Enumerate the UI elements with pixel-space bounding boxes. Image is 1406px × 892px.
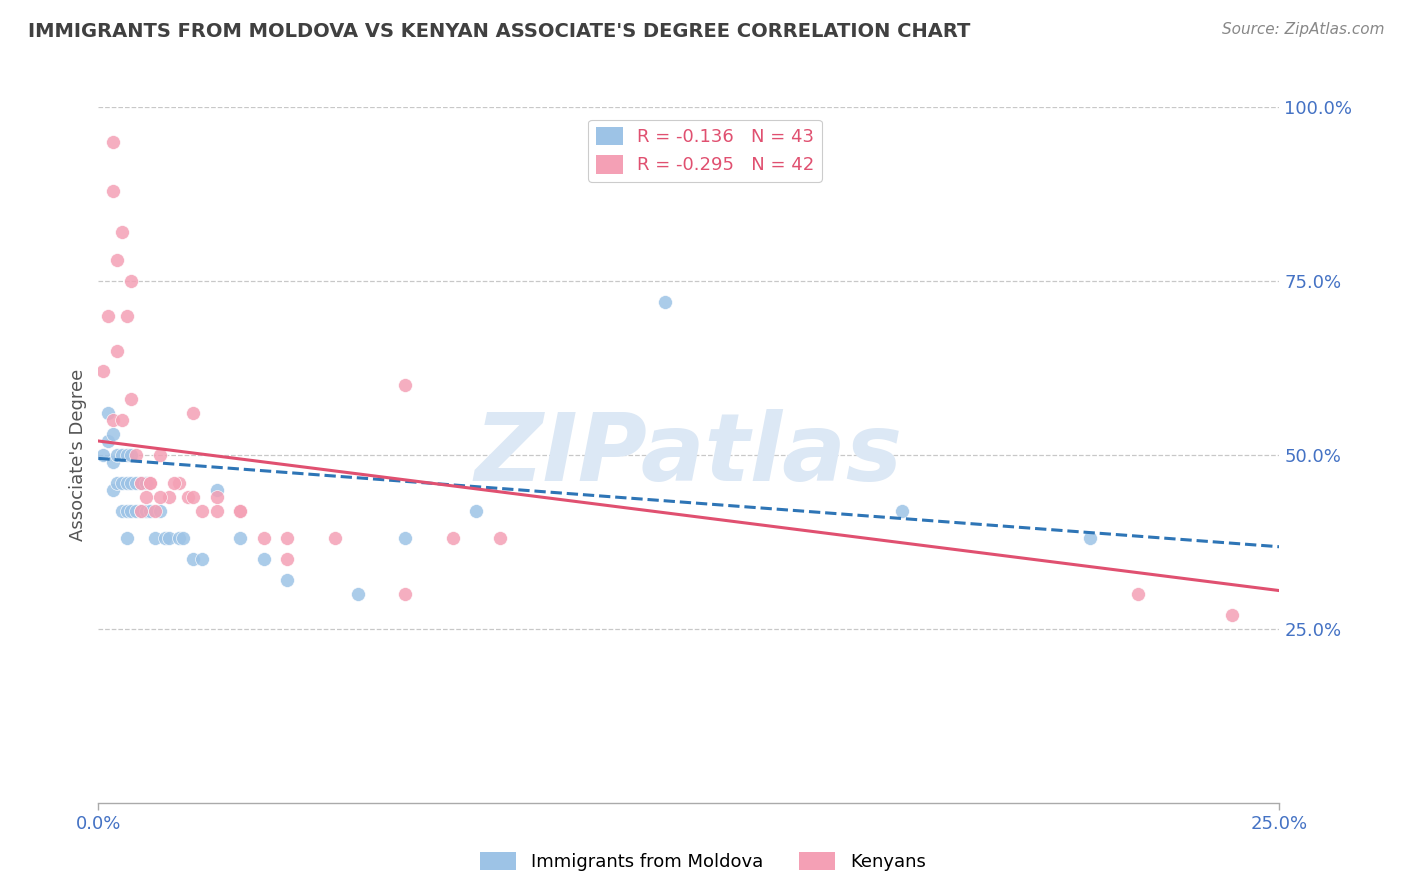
Point <box>111 448 134 462</box>
Point <box>157 490 180 504</box>
Point <box>139 503 162 517</box>
Point <box>91 364 114 378</box>
Point <box>1220 607 1243 622</box>
Point <box>91 448 114 462</box>
Point <box>105 343 128 358</box>
Point <box>1126 587 1149 601</box>
Point <box>101 483 124 497</box>
Point <box>347 587 370 601</box>
Point <box>101 135 124 149</box>
Point <box>181 406 204 420</box>
Point <box>394 378 416 392</box>
Point <box>157 532 180 546</box>
Point <box>163 475 186 490</box>
Point <box>129 475 152 490</box>
Point <box>441 532 464 546</box>
Point <box>121 503 143 517</box>
Point <box>129 475 152 490</box>
Point <box>465 503 488 517</box>
Point <box>167 532 190 546</box>
Point <box>229 503 252 517</box>
Point <box>149 503 172 517</box>
Point <box>101 427 124 442</box>
Point <box>394 587 416 601</box>
Point <box>97 406 120 420</box>
Point <box>205 503 228 517</box>
Point <box>135 490 157 504</box>
Point <box>101 413 124 427</box>
Point <box>129 503 152 517</box>
Legend: R = -0.136   N = 43, R = -0.295   N = 42: R = -0.136 N = 43, R = -0.295 N = 42 <box>589 120 821 182</box>
Point <box>121 274 143 288</box>
Point <box>143 503 166 517</box>
Point <box>105 475 128 490</box>
Point <box>139 475 162 490</box>
Point <box>121 475 143 490</box>
Legend: Immigrants from Moldova, Kenyans: Immigrants from Moldova, Kenyans <box>472 845 934 879</box>
Point <box>489 532 512 546</box>
Y-axis label: Associate's Degree: Associate's Degree <box>69 368 87 541</box>
Point <box>115 309 138 323</box>
Point <box>125 503 148 517</box>
Point <box>253 552 276 566</box>
Point <box>890 503 912 517</box>
Point <box>654 294 676 309</box>
Point <box>276 573 298 587</box>
Point <box>101 184 124 198</box>
Point <box>205 483 228 497</box>
Point <box>129 503 152 517</box>
Text: ZIPatlas: ZIPatlas <box>475 409 903 501</box>
Point <box>191 552 214 566</box>
Point <box>276 532 298 546</box>
Point <box>105 448 128 462</box>
Point <box>276 552 298 566</box>
Point <box>111 413 134 427</box>
Text: IMMIGRANTS FROM MOLDOVA VS KENYAN ASSOCIATE'S DEGREE CORRELATION CHART: IMMIGRANTS FROM MOLDOVA VS KENYAN ASSOCI… <box>28 22 970 41</box>
Point <box>121 448 143 462</box>
Point <box>115 475 138 490</box>
Point <box>143 532 166 546</box>
Point <box>121 392 143 407</box>
Point <box>97 309 120 323</box>
Point <box>101 455 124 469</box>
Point <box>135 475 157 490</box>
Point <box>205 490 228 504</box>
Text: Source: ZipAtlas.com: Source: ZipAtlas.com <box>1222 22 1385 37</box>
Point <box>111 503 134 517</box>
Point <box>323 532 346 546</box>
Point <box>135 503 157 517</box>
Point <box>115 503 138 517</box>
Point <box>167 475 190 490</box>
Point <box>139 475 162 490</box>
Point <box>149 490 172 504</box>
Point <box>111 475 134 490</box>
Point <box>105 253 128 268</box>
Point <box>177 490 200 504</box>
Point <box>115 448 138 462</box>
Point <box>149 448 172 462</box>
Point <box>191 503 214 517</box>
Point <box>394 532 416 546</box>
Point <box>111 225 134 239</box>
Point <box>229 503 252 517</box>
Point <box>125 475 148 490</box>
Point <box>153 532 176 546</box>
Point <box>229 532 252 546</box>
Point <box>181 552 204 566</box>
Point <box>181 490 204 504</box>
Point <box>125 448 148 462</box>
Point <box>172 532 194 546</box>
Point <box>97 434 120 448</box>
Point <box>1080 532 1102 546</box>
Point <box>115 532 138 546</box>
Point <box>253 532 276 546</box>
